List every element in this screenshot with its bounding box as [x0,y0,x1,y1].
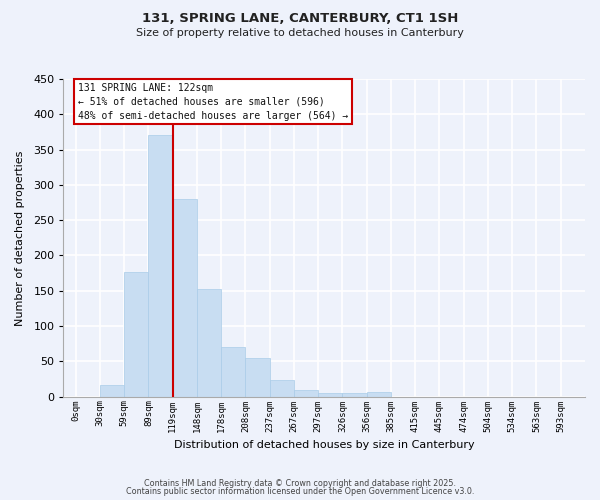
Bar [294,390,318,396]
Text: 131 SPRING LANE: 122sqm
← 51% of detached houses are smaller (596)
48% of semi-d: 131 SPRING LANE: 122sqm ← 51% of detache… [78,82,348,120]
Bar [245,358,269,397]
Bar [197,288,221,397]
Y-axis label: Number of detached properties: Number of detached properties [15,150,25,326]
X-axis label: Distribution of detached houses by size in Canterbury: Distribution of detached houses by size … [174,440,475,450]
Bar [124,272,148,396]
Bar [318,393,343,396]
Text: Contains public sector information licensed under the Open Government Licence v3: Contains public sector information licen… [126,487,474,496]
Bar [221,347,245,397]
Text: Contains HM Land Registry data © Crown copyright and database right 2025.: Contains HM Land Registry data © Crown c… [144,478,456,488]
Bar [269,380,294,396]
Bar [367,392,391,396]
Text: Size of property relative to detached houses in Canterbury: Size of property relative to detached ho… [136,28,464,38]
Bar [343,393,367,396]
Bar [100,384,124,396]
Bar [148,136,173,396]
Bar [173,199,197,396]
Text: 131, SPRING LANE, CANTERBURY, CT1 1SH: 131, SPRING LANE, CANTERBURY, CT1 1SH [142,12,458,26]
